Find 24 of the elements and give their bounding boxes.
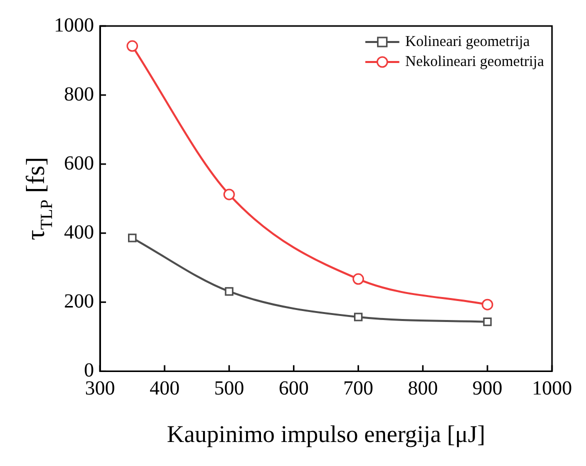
y-tick-label: 1000 [54, 14, 94, 36]
point [352, 273, 364, 285]
x-tick-label: 900 [472, 377, 502, 400]
y-axis-title: τTLP [fs] [21, 156, 56, 240]
y-tick-label: 600 [64, 152, 94, 174]
legend-label: Kolineari geometrija [405, 34, 530, 50]
x-tick-label: 800 [408, 377, 438, 400]
x-tick-label: 1000 [532, 377, 572, 400]
point [223, 188, 235, 200]
y-tick-label: 200 [64, 290, 94, 312]
point [483, 318, 492, 326]
x-tick-label: 700 [343, 377, 374, 400]
point [224, 287, 234, 296]
y-tick-label: 400 [64, 221, 94, 244]
x-tick-label: 600 [278, 377, 309, 400]
point [354, 312, 363, 322]
point [126, 40, 138, 52]
x-axis-title: Kaupinimo impulso energija [μJ] [166, 422, 486, 448]
point [482, 298, 494, 310]
x-tick-label: 500 [214, 377, 244, 400]
point [128, 234, 137, 242]
y-tick-label: 800 [64, 83, 94, 106]
x-tick-label: 400 [150, 377, 180, 400]
legend-label: Nekolineari geometrija [405, 54, 544, 70]
